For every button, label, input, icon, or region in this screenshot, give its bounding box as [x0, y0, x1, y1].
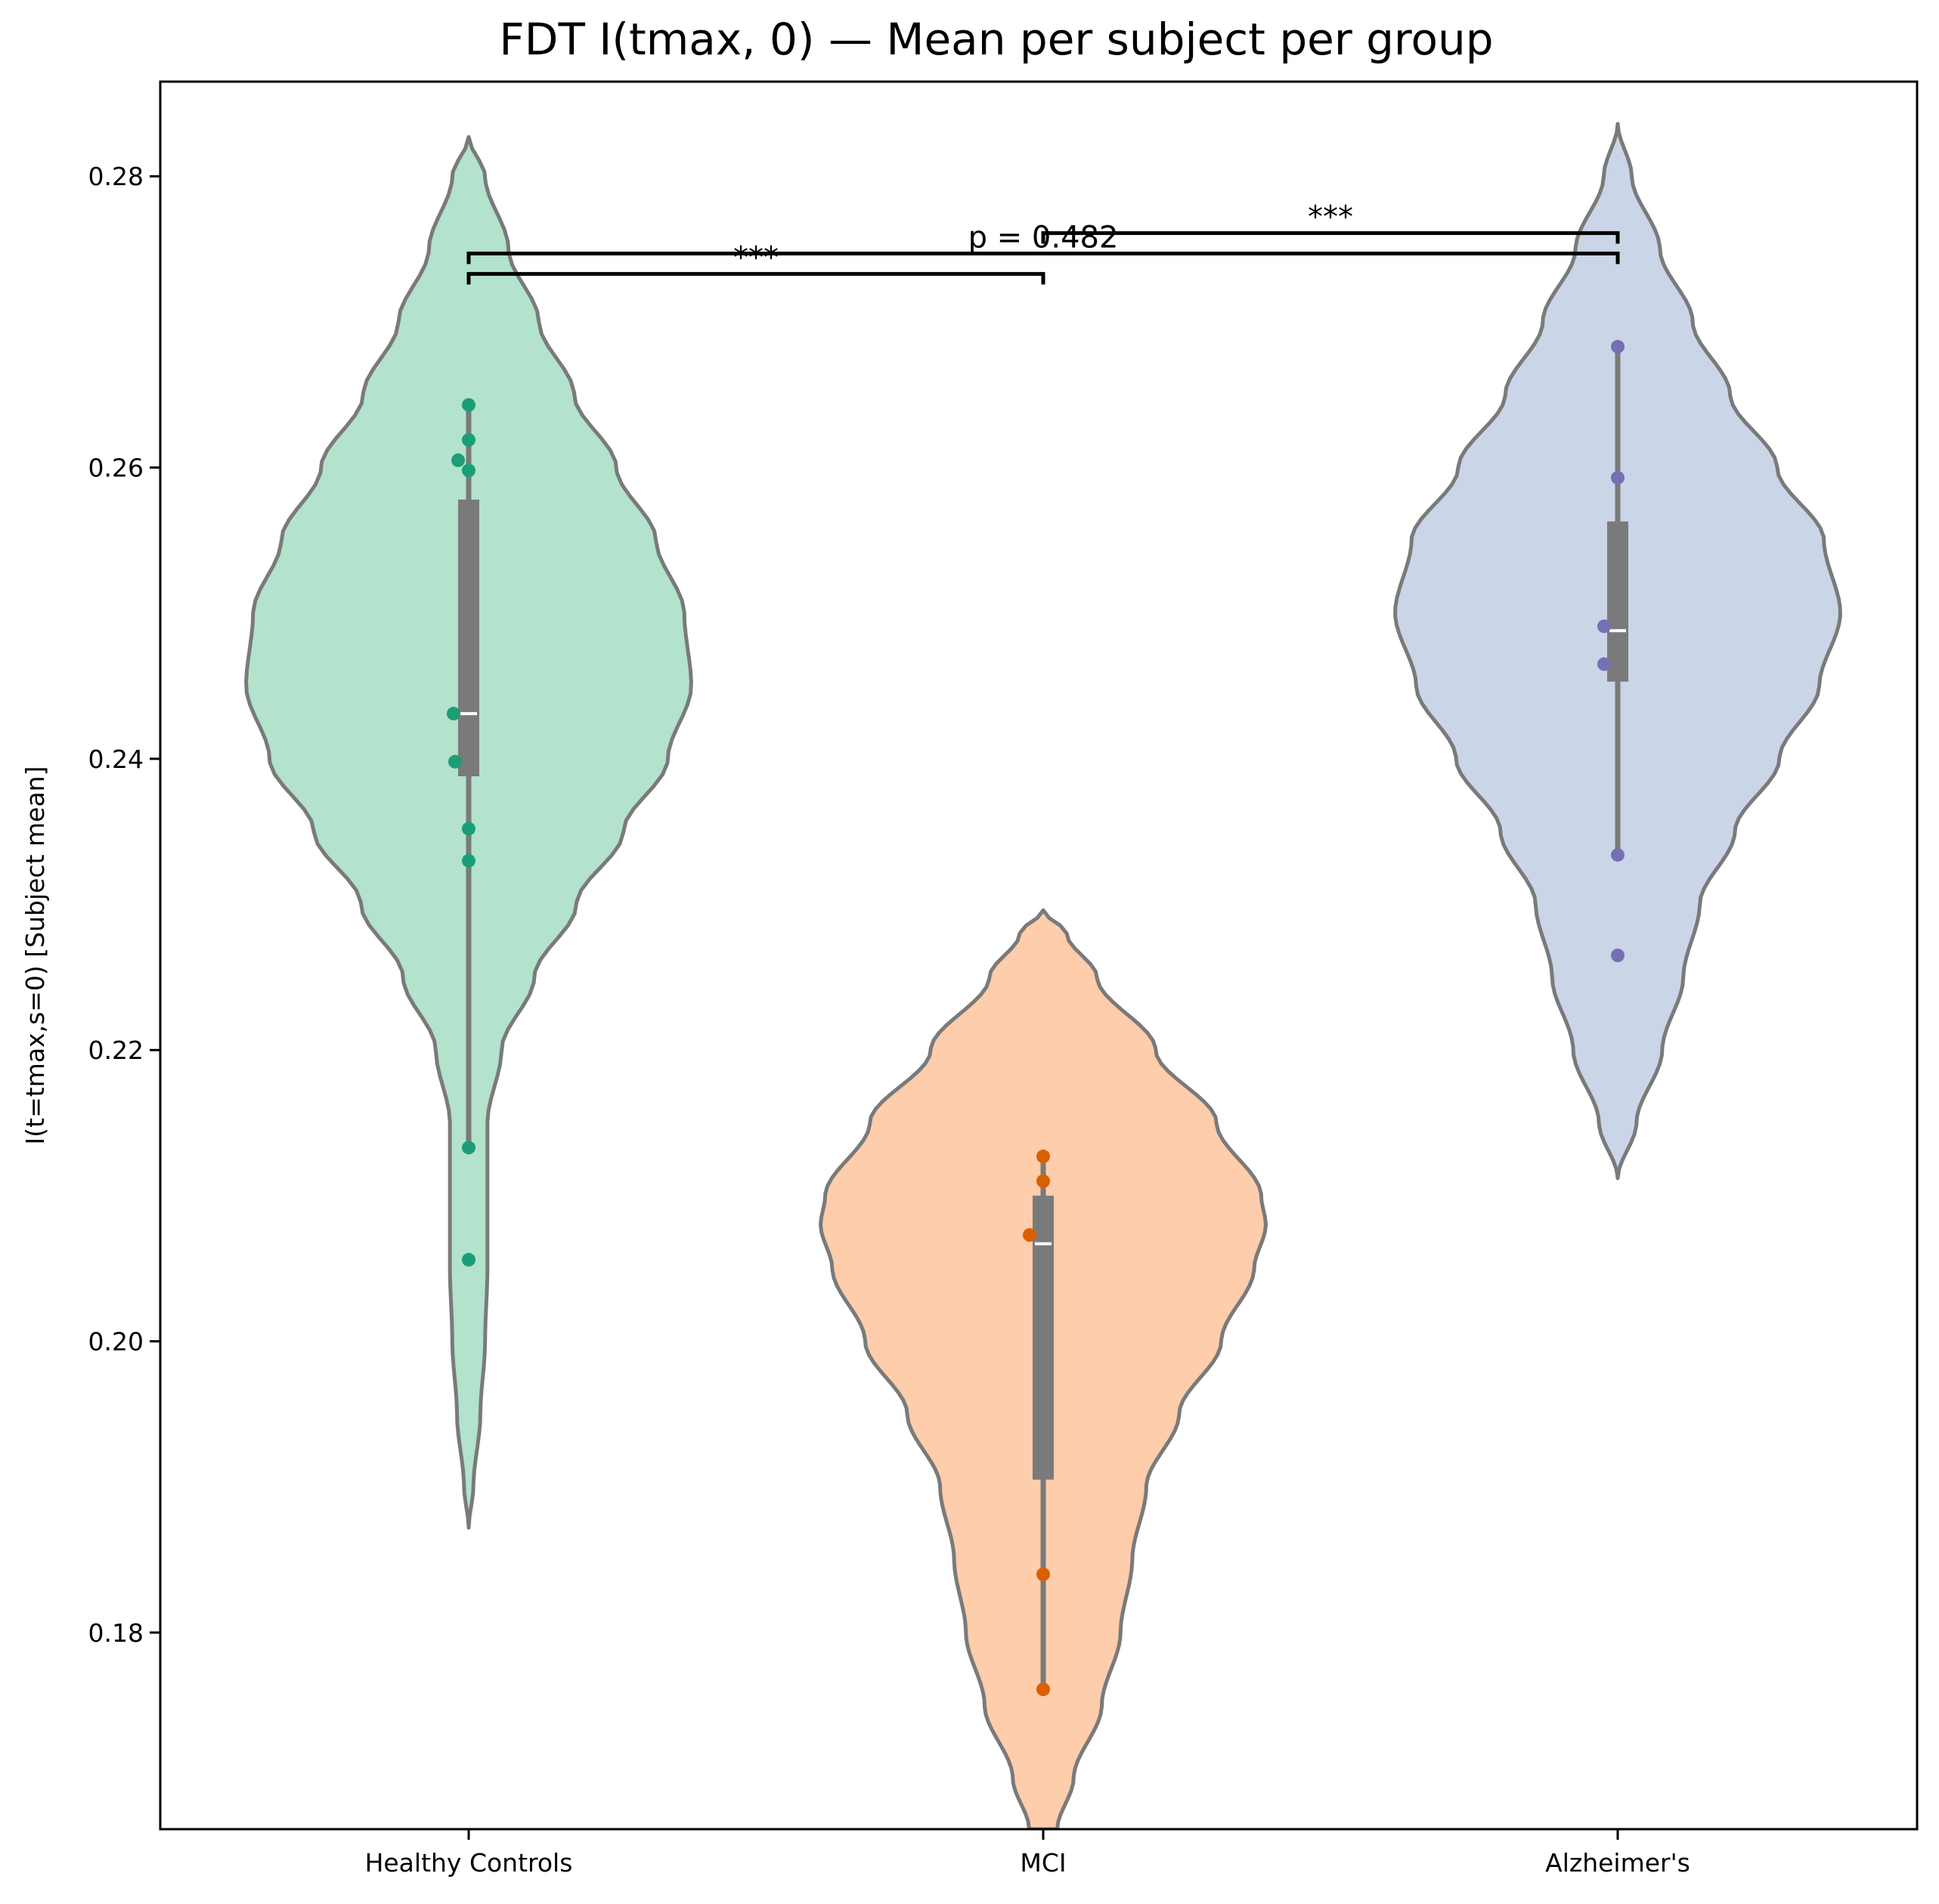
y-axis-label: I(t=tmax,s=0) [Subject mean]: [20, 766, 50, 1145]
data-point: [462, 853, 475, 868]
significance-annotations: ***p = 0.482***: [466, 200, 1620, 285]
data-point: [1036, 1149, 1050, 1163]
significance-bracket: [1041, 231, 1620, 244]
data-point: [462, 822, 475, 836]
data-point: [1611, 848, 1625, 862]
data-point: [1036, 1567, 1050, 1581]
data-point: [462, 432, 475, 447]
data-point: [1611, 471, 1625, 485]
x-tick-label: Healthy Controls: [365, 1848, 573, 1878]
y-axis: 0.18 0.20 0.22 0.24 0.26 0.28: [88, 162, 160, 1648]
iqr-box: [458, 499, 479, 777]
y-tick-label: 0.28: [88, 162, 144, 191]
chart-title: FDT I(tmax, 0) — Mean per subject per gr…: [499, 14, 1493, 65]
data-point: [1597, 657, 1611, 671]
data-point: [462, 463, 475, 478]
data-point: [1597, 619, 1611, 633]
data-point: [1036, 1174, 1050, 1188]
significance-label: ***: [1308, 200, 1353, 234]
data-point: [1023, 1228, 1036, 1242]
iqr-box: [1607, 521, 1628, 682]
y-tick-label: 0.26: [88, 454, 144, 483]
data-point: [447, 707, 460, 721]
data-point: [1036, 1683, 1050, 1697]
y-tick-label: 0.20: [88, 1327, 144, 1357]
data-point: [462, 398, 475, 412]
iqr-box: [1033, 1195, 1054, 1480]
plot-frame: [159, 80, 1919, 1831]
data-point: [1611, 339, 1625, 354]
data-point: [462, 1252, 475, 1267]
significance-label: ***: [733, 240, 779, 275]
y-tick-label: 0.24: [88, 745, 144, 774]
data-point: [451, 453, 465, 467]
overlay: [447, 339, 1628, 1697]
data-point: [1611, 949, 1625, 962]
data-point: [462, 1141, 475, 1155]
y-tick-label: 0.22: [88, 1036, 144, 1065]
x-tick-label: MCI: [1020, 1848, 1066, 1878]
significance-bracket: [466, 251, 1620, 265]
data-point: [448, 754, 462, 769]
y-tick-label: 0.18: [88, 1618, 144, 1648]
x-tick-label: Alzheimer's: [1545, 1848, 1690, 1878]
significance-bracket: [466, 271, 1045, 285]
x-axis: Healthy Controls MCI Alzheimer's: [365, 1829, 1690, 1878]
